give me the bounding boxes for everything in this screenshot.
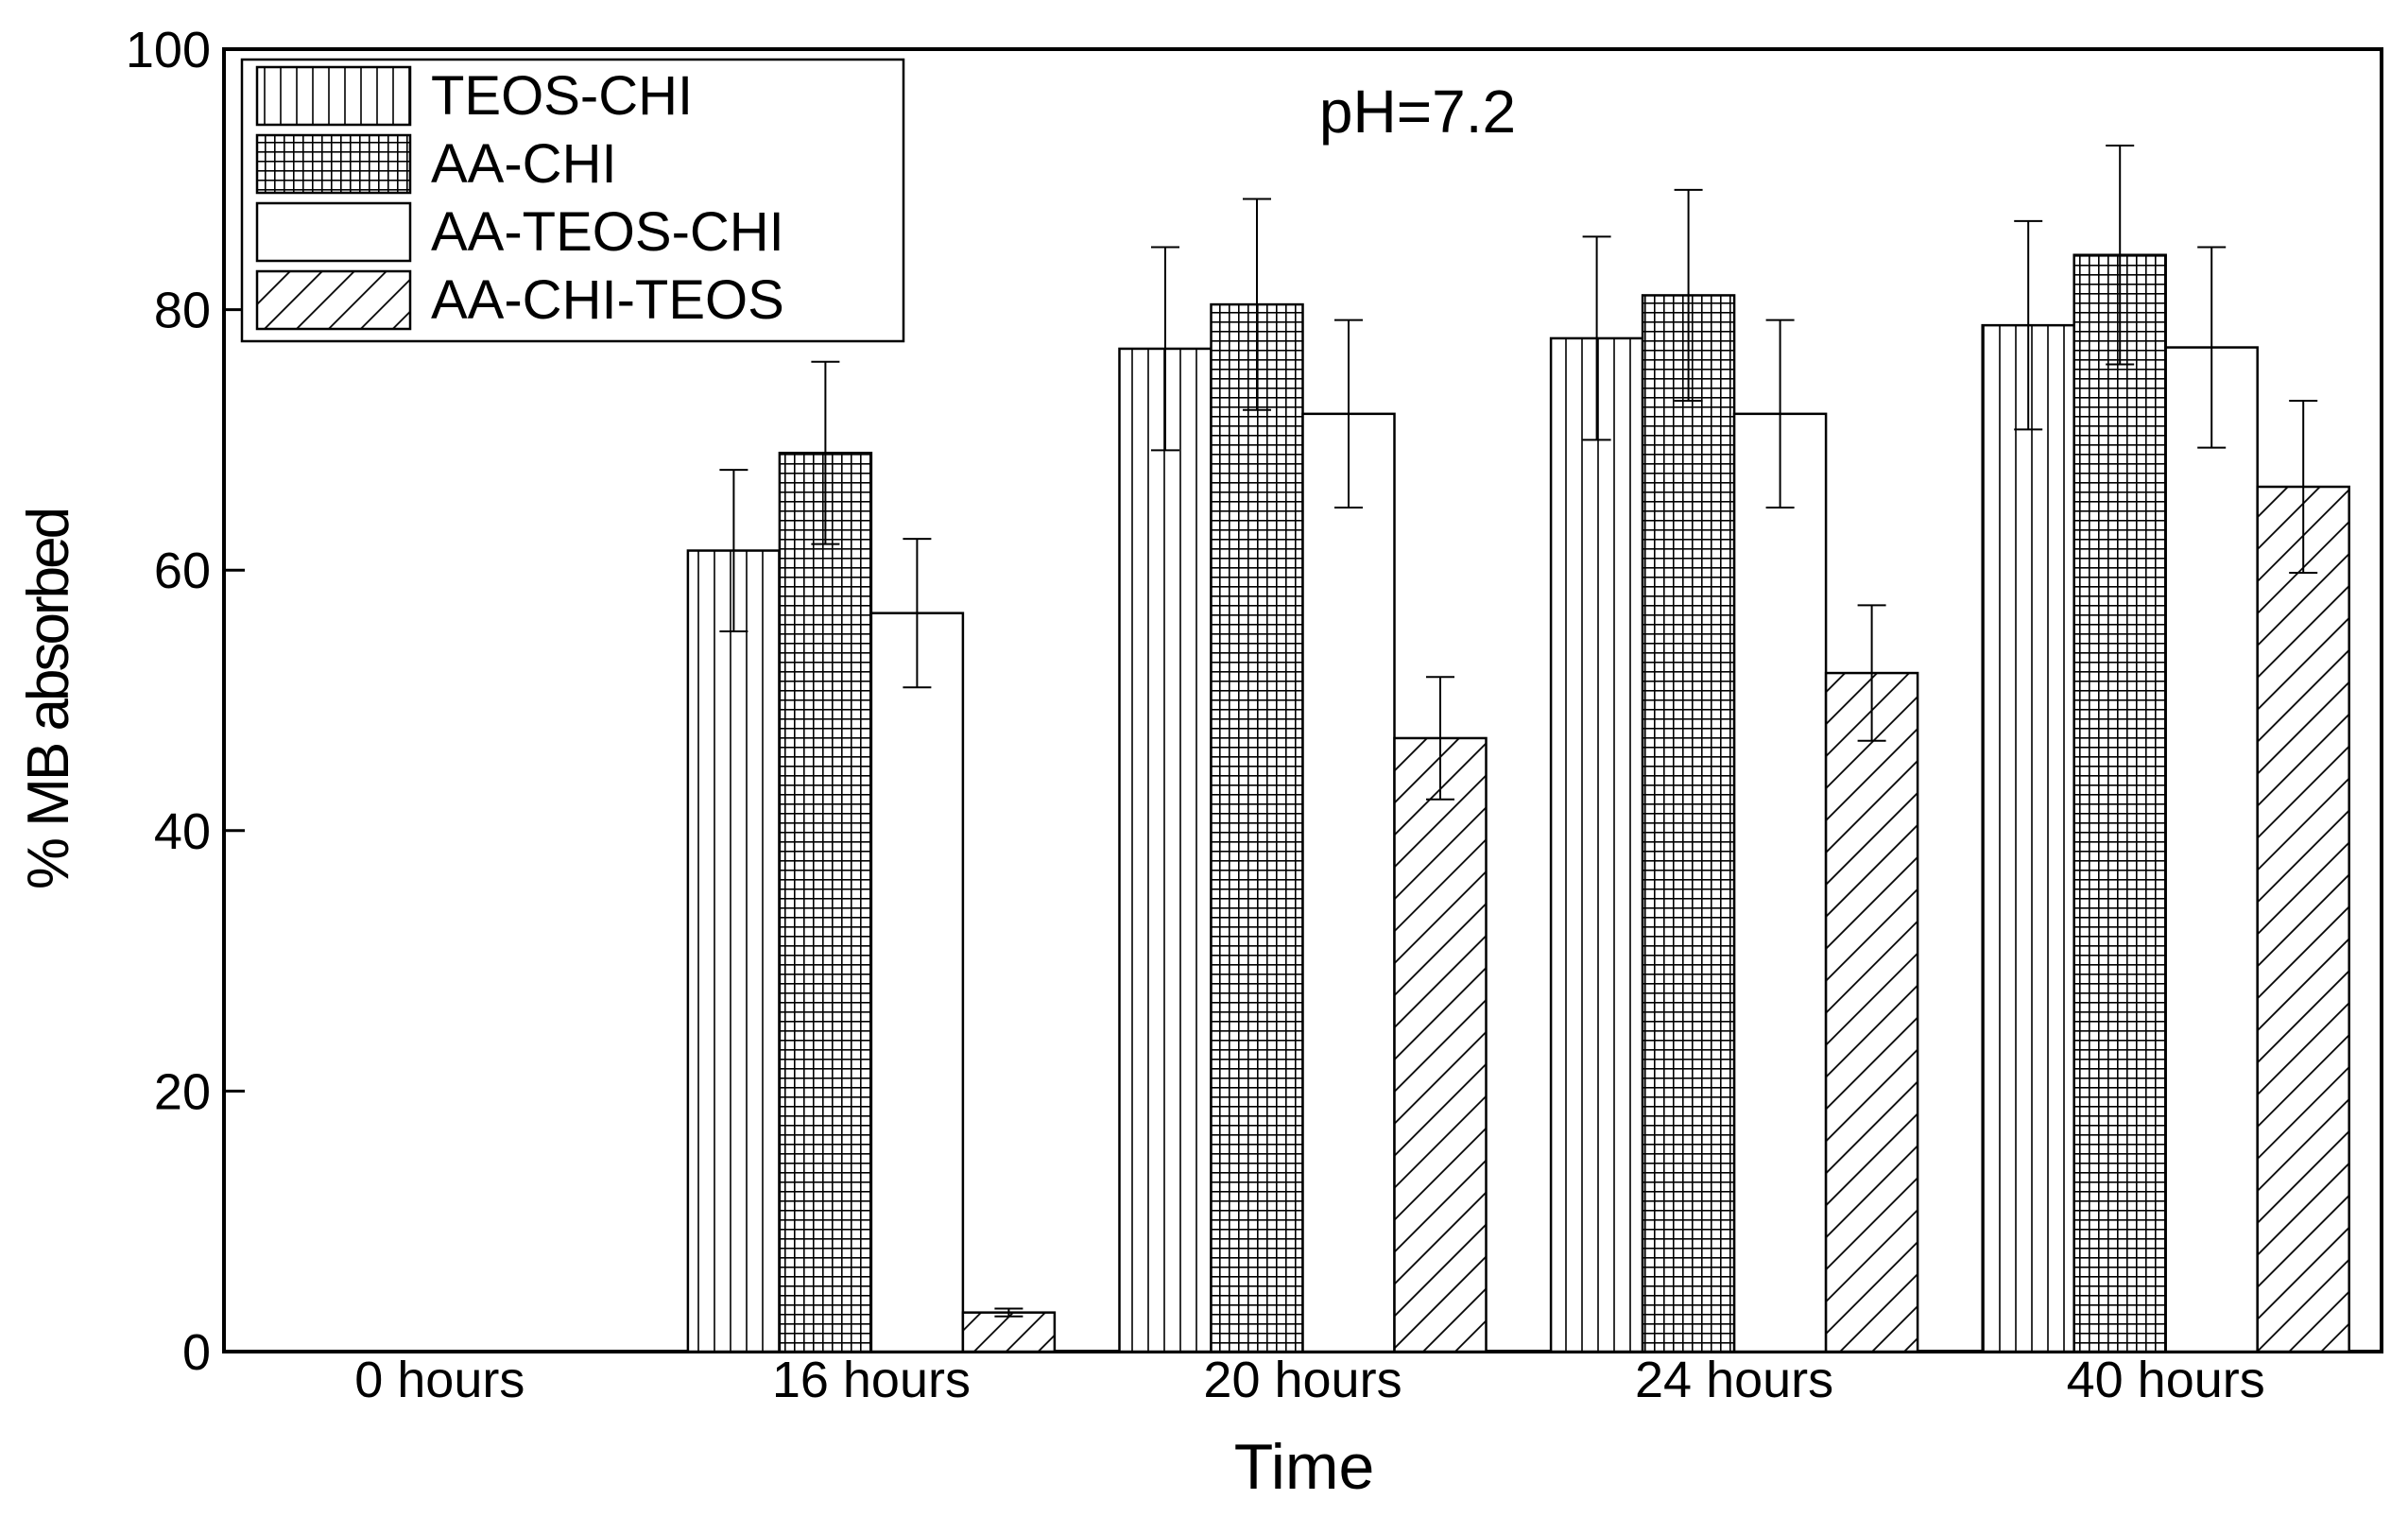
- bar-teos-chi-20-hours: [1118, 347, 1213, 1353]
- bar-teos-chi-40-hours: [1981, 323, 2075, 1353]
- y-tick-label: 80: [154, 283, 211, 339]
- legend-swatch-teos-chi: [255, 65, 412, 127]
- bars-group: [686, 253, 2350, 1353]
- bar-aa-chi-teos-16-hours: [961, 1311, 1057, 1353]
- y-tick-label: 0: [182, 1324, 211, 1381]
- bar-aa-teos-chi-16-hours: [869, 612, 965, 1353]
- bar-teos-chi-16-hours: [686, 549, 782, 1353]
- bar-aa-teos-chi-20-hours: [1301, 412, 1396, 1353]
- y-axis-title: % MB absorbed: [16, 509, 81, 889]
- error-bars-group: [719, 144, 2318, 1318]
- bar-aa-teos-chi-24-hours: [1732, 412, 1828, 1353]
- x-axis-title: Time: [1234, 1431, 1375, 1503]
- legend-label: TEOS-CHI: [431, 65, 693, 127]
- bar-teos-chi-24-hours: [1549, 336, 1644, 1353]
- legend-label: AA-CHI: [431, 133, 617, 195]
- legend-label: AA-TEOS-CHI: [431, 201, 784, 263]
- bar-aa-chi-16-hours: [778, 451, 873, 1353]
- x-tick-label: 20 hours: [1203, 1352, 1402, 1408]
- bar-aa-chi-24-hours: [1641, 294, 1736, 1353]
- bar-aa-chi-teos-24-hours: [1824, 671, 1919, 1353]
- y-tick-label: 20: [154, 1063, 211, 1120]
- bar-aa-teos-chi-40-hours: [2164, 346, 2259, 1353]
- legend-swatch-aa-teos-chi: [255, 201, 412, 263]
- y-axis: 0 20 40 60 80 100: [126, 22, 245, 1381]
- x-tick-label: 40 hours: [2067, 1352, 2265, 1408]
- bar-aa-chi-teos-40-hours: [2256, 485, 2350, 1353]
- bar-aa-chi-20-hours: [1210, 302, 1304, 1353]
- x-tick-label: 0 hours: [354, 1352, 525, 1408]
- y-tick-label: 60: [154, 543, 211, 599]
- legend-swatch-aa-chi-teos: [255, 269, 412, 331]
- x-axis: 0 hours 16 hours 20 hours 24 hours 40 hours: [354, 1352, 2265, 1408]
- legend-label: AA-CHI-TEOS: [431, 269, 784, 331]
- x-tick-label: 16 hours: [772, 1352, 971, 1408]
- y-tick-label: 100: [126, 22, 211, 78]
- chart-annotation: pH=7.2: [1319, 78, 1516, 146]
- bar-aa-chi-teos-20-hours: [1393, 736, 1488, 1353]
- y-tick-label: 40: [154, 803, 211, 860]
- bar-aa-chi-40-hours: [2073, 253, 2167, 1353]
- legend-swatch-aa-chi: [255, 133, 412, 195]
- x-tick-label: 24 hours: [1635, 1352, 1833, 1408]
